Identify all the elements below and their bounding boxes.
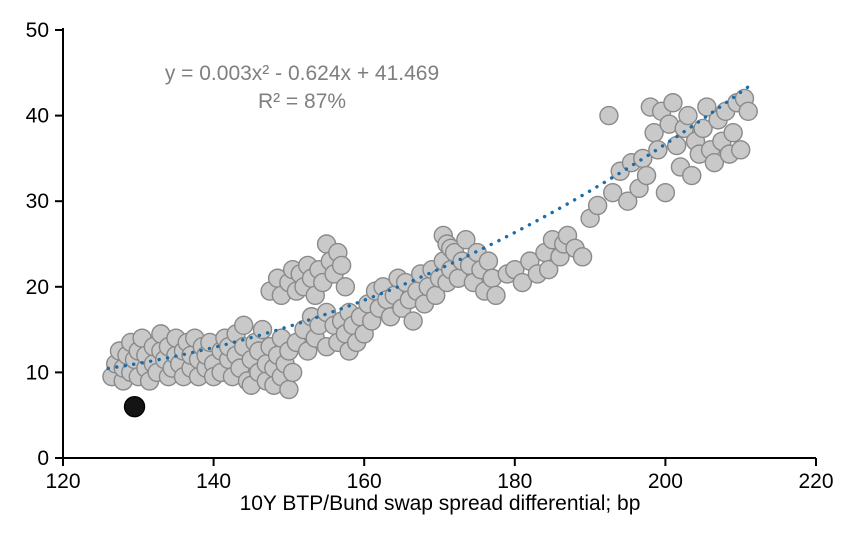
scatter-point: [538, 259, 559, 280]
y-tick-label: 20: [26, 276, 49, 299]
scatter-point: [655, 182, 676, 203]
x-axis-title: 10Y BTP/Bund swap spread differential; b…: [240, 492, 641, 515]
x-tick-label: 140: [196, 470, 231, 493]
equation-annotation: y = 0.003x² - 0.624x + 41.469: [165, 62, 439, 85]
x-tick-label: 180: [497, 470, 532, 493]
scatter-point: [723, 123, 743, 143]
trendline: [106, 85, 750, 371]
scatter-point: [618, 191, 638, 211]
scatter-point: [693, 118, 713, 139]
x-tick-label: 220: [798, 470, 833, 493]
x-tick-label: 200: [648, 470, 683, 493]
trendline-layer: [106, 85, 750, 371]
highlighted-point: [123, 395, 146, 418]
points-layer: [102, 88, 758, 400]
scatter-point: [738, 101, 758, 122]
scatter-point: [335, 277, 356, 297]
scatter-point: [282, 362, 303, 383]
scatter-point: [678, 105, 698, 126]
y-tick-label: 30: [26, 190, 49, 213]
highlight-layer: [123, 395, 146, 418]
scatter-point: [602, 182, 623, 203]
scatter-point: [456, 230, 476, 250]
scatter-point: [279, 379, 299, 400]
y-tick-label: 50: [26, 19, 49, 42]
scatter-point: [599, 105, 619, 126]
scatter-point: [587, 195, 608, 216]
scatter-point: [731, 140, 751, 160]
axes-layer: 120 140 160 180 200 220 0 10 20 30 40 50: [26, 19, 834, 493]
x-tick-label: 120: [45, 470, 80, 493]
scatter-point: [512, 272, 533, 293]
scatter-point: [704, 152, 725, 173]
scatter-point: [636, 165, 657, 186]
y-tick-label: 0: [37, 447, 49, 470]
scatter-point: [663, 93, 683, 113]
scatter-point: [234, 315, 254, 336]
scatter-point: [403, 311, 423, 331]
x-tick-label: 160: [347, 470, 382, 493]
r-squared-annotation: R² = 87%: [258, 90, 346, 113]
scatter-point: [486, 285, 506, 306]
scatter-point: [478, 251, 499, 271]
scatter-point: [682, 165, 702, 186]
scatter-point: [666, 135, 687, 156]
scatter-point: [648, 140, 668, 160]
scatter-point: [572, 247, 593, 267]
scatter-point: [252, 319, 273, 340]
scatter-point: [331, 255, 352, 276]
y-tick-label: 10: [26, 361, 49, 384]
y-tick-label: 40: [26, 105, 49, 128]
